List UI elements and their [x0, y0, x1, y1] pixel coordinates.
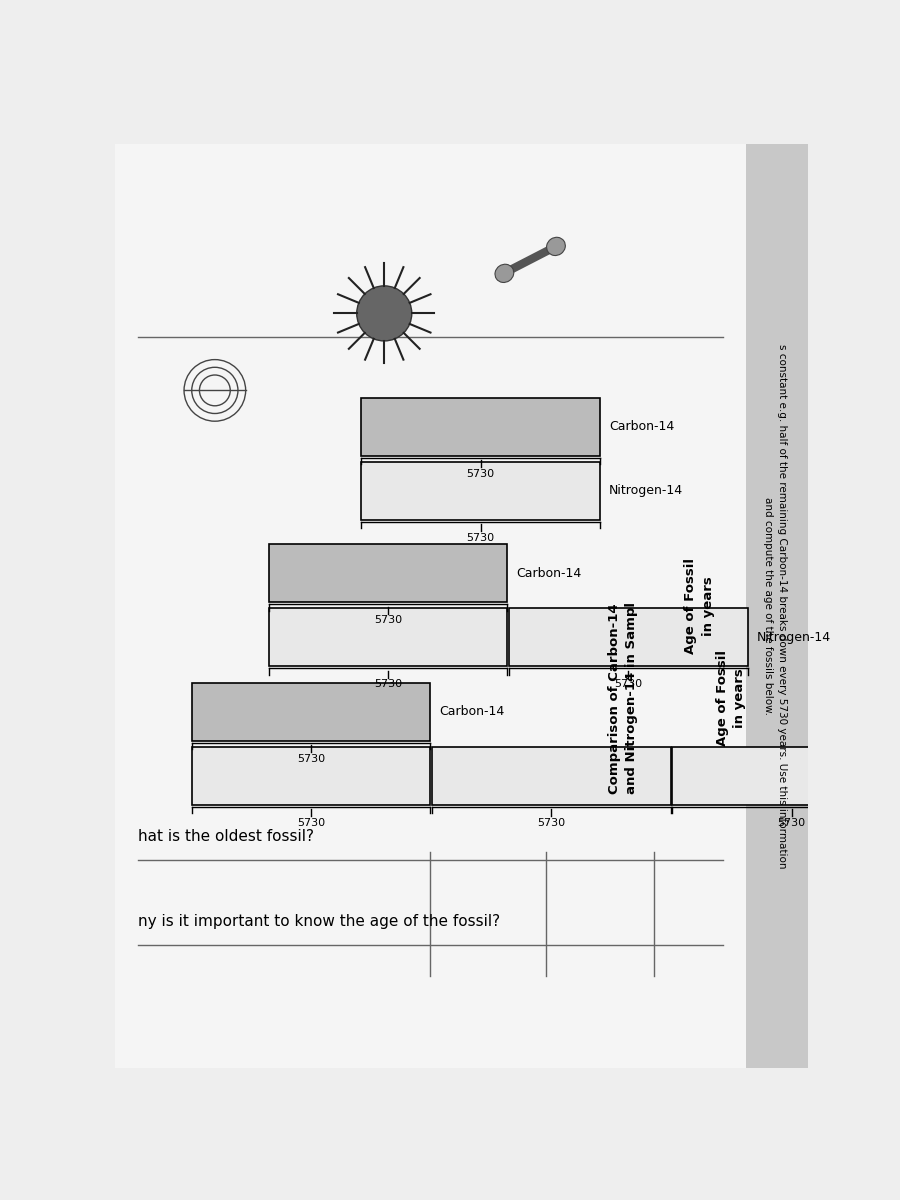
Text: 5730: 5730: [466, 533, 495, 542]
Text: Carbon-14: Carbon-14: [440, 706, 505, 719]
Text: Carbon-14: Carbon-14: [609, 420, 674, 433]
Text: Age of Fossil
in years: Age of Fossil in years: [716, 650, 746, 746]
Text: 5730: 5730: [778, 817, 806, 828]
Text: 5730: 5730: [615, 679, 643, 689]
Text: 5730: 5730: [374, 616, 402, 625]
Bar: [269, 608, 508, 666]
Bar: [192, 683, 430, 740]
Ellipse shape: [546, 238, 565, 256]
Bar: [672, 746, 900, 805]
Circle shape: [356, 286, 412, 341]
Text: 5730: 5730: [374, 679, 402, 689]
Text: Nitrogen-14: Nitrogen-14: [609, 485, 683, 497]
Text: s constant e.g. half of the remaining Carbon-14 breaks down every 5730 years. Us: s constant e.g. half of the remaining Ca…: [763, 343, 788, 869]
Text: 5730: 5730: [466, 469, 495, 479]
Text: Carbon-14: Carbon-14: [517, 566, 582, 580]
Bar: [746, 144, 808, 1068]
Bar: [269, 545, 508, 602]
Ellipse shape: [495, 264, 514, 282]
Text: 5730: 5730: [297, 817, 325, 828]
Text: 5730: 5730: [297, 754, 325, 764]
Text: Nitrogen-14: Nitrogen-14: [757, 631, 831, 643]
Bar: [192, 746, 430, 805]
Bar: [361, 462, 599, 520]
Bar: [432, 746, 670, 805]
Text: hat is the oldest fossil?: hat is the oldest fossil?: [138, 829, 314, 845]
Text: Age of Fossil
in years: Age of Fossil in years: [685, 558, 716, 654]
Text: 5730: 5730: [537, 817, 565, 828]
Bar: [361, 398, 599, 456]
Text: Comparison of Carbon-14
and Nitrogen-14 in Sampl: Comparison of Carbon-14 and Nitrogen-14 …: [608, 602, 638, 794]
Text: ny is it important to know the age of the fossil?: ny is it important to know the age of th…: [138, 914, 500, 929]
Bar: [509, 608, 748, 666]
